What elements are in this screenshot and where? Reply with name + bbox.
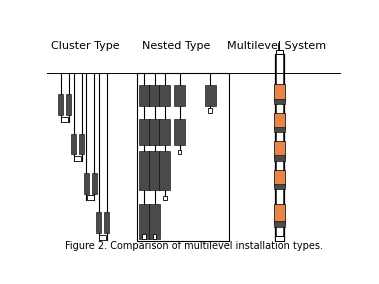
Bar [274, 84, 285, 101]
Bar [139, 85, 150, 106]
Bar [160, 119, 170, 145]
Bar [139, 204, 150, 239]
Bar [137, 74, 230, 241]
Bar [58, 94, 63, 115]
Bar [276, 50, 283, 54]
Bar [149, 119, 160, 145]
Bar [174, 85, 185, 106]
Bar [149, 204, 160, 239]
Bar [84, 173, 89, 194]
Bar [274, 155, 285, 161]
Bar [99, 235, 106, 240]
Bar [149, 151, 160, 191]
Bar [160, 85, 170, 106]
Bar [274, 127, 285, 132]
Text: Cluster Type: Cluster Type [51, 41, 120, 51]
Bar [274, 170, 285, 186]
Bar [274, 99, 285, 104]
Bar [274, 141, 285, 158]
Bar [139, 119, 150, 145]
Bar [143, 234, 146, 239]
Bar [274, 221, 285, 227]
Bar [205, 85, 216, 106]
Bar [163, 196, 167, 200]
Bar [66, 94, 71, 115]
Bar [79, 133, 85, 154]
Bar [274, 184, 285, 189]
Bar [178, 150, 182, 154]
Bar [61, 117, 68, 122]
Bar [104, 212, 110, 233]
Bar [96, 212, 102, 233]
Bar [160, 151, 170, 191]
Text: Multilevel System: Multilevel System [227, 41, 326, 51]
Bar [275, 236, 284, 241]
Bar [87, 195, 94, 200]
Bar [208, 108, 212, 113]
Text: Nested Type: Nested Type [143, 41, 211, 51]
Text: Figure 2. Comparison of multilevel installation types.: Figure 2. Comparison of multilevel insta… [65, 241, 323, 250]
Bar [139, 151, 150, 191]
Bar [153, 234, 157, 239]
Bar [149, 85, 160, 106]
Bar [274, 113, 285, 129]
Bar [174, 119, 185, 145]
Bar [274, 204, 285, 224]
Bar [71, 133, 77, 154]
Bar [74, 156, 81, 161]
Bar [92, 173, 97, 194]
